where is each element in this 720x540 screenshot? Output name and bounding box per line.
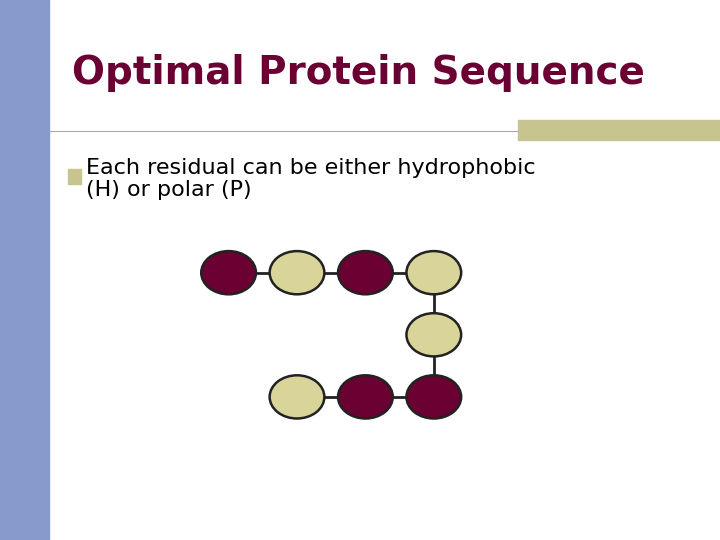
Ellipse shape bbox=[269, 375, 324, 418]
Bar bbox=[518, 120, 720, 140]
Ellipse shape bbox=[338, 375, 393, 418]
Text: Each residual can be either hydrophobic: Each residual can be either hydrophobic bbox=[86, 158, 536, 179]
Text: (H) or polar (P): (H) or polar (P) bbox=[86, 180, 252, 200]
Bar bbox=[68, 169, 81, 184]
Ellipse shape bbox=[406, 251, 462, 294]
Ellipse shape bbox=[406, 313, 462, 356]
Ellipse shape bbox=[269, 251, 324, 294]
Bar bbox=[0, 0, 49, 540]
Ellipse shape bbox=[338, 251, 393, 294]
Ellipse shape bbox=[202, 251, 256, 294]
Text: Optimal Protein Sequence: Optimal Protein Sequence bbox=[72, 54, 645, 92]
Ellipse shape bbox=[406, 375, 462, 418]
